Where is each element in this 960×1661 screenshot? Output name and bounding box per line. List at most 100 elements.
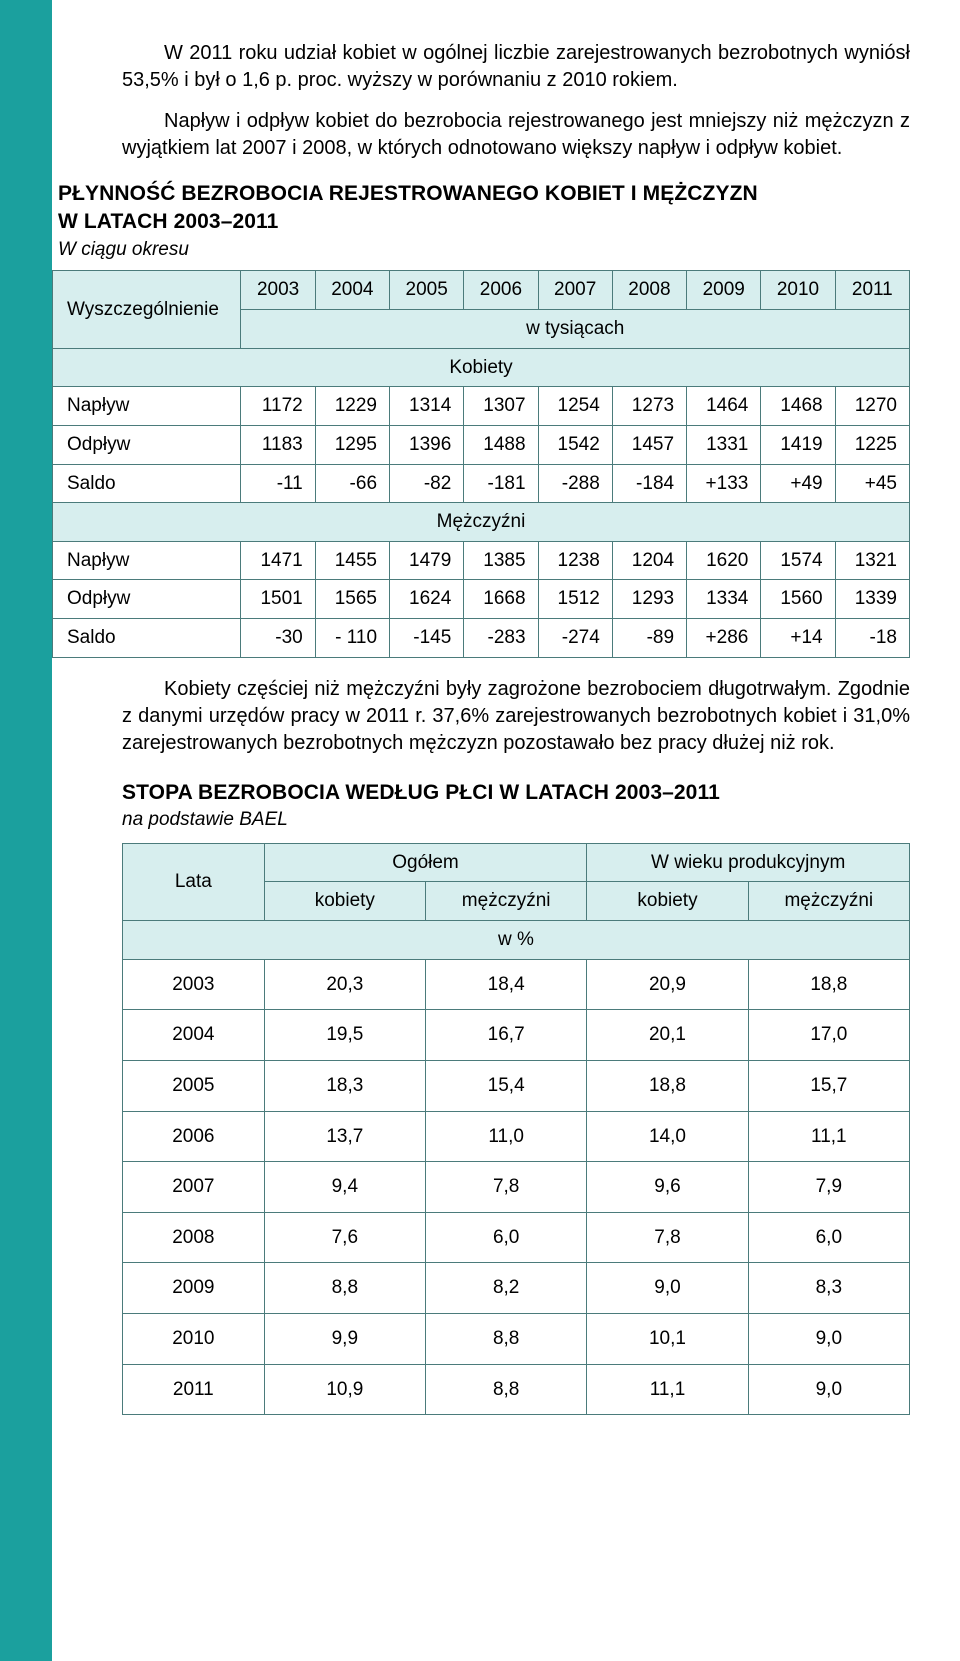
- year-4: 2007: [538, 271, 612, 310]
- sub-m1: mężczyźni: [425, 882, 586, 921]
- cell-value: -30: [241, 619, 315, 658]
- cell-value: 11,1: [587, 1364, 748, 1415]
- cell-value: 1385: [464, 541, 538, 580]
- cell-value: 1501: [241, 580, 315, 619]
- year-8: 2011: [835, 271, 909, 310]
- cell-value: 11,0: [425, 1111, 586, 1162]
- sub-m2: mężczyźni: [748, 882, 909, 921]
- year-5: 2008: [612, 271, 686, 310]
- cell-value: 1479: [390, 541, 464, 580]
- cell-value: 1225: [835, 425, 909, 464]
- cell-value: 1668: [464, 580, 538, 619]
- cell-value: 18,8: [748, 959, 909, 1010]
- cell-value: 1565: [315, 580, 389, 619]
- cell-value: 8,8: [425, 1314, 586, 1365]
- table-row: 200419,516,720,117,0: [123, 1010, 910, 1061]
- table-row: 20109,98,810,19,0: [123, 1314, 910, 1365]
- cell-year: 2011: [123, 1364, 265, 1415]
- cell-value: -288: [538, 464, 612, 503]
- cell-value: 8,2: [425, 1263, 586, 1314]
- table-stopa-unit: w %: [123, 921, 910, 960]
- section1-title-line1: PŁYNNOŚĆ BEZROBOCIA REJESTROWANEGO KOBIE…: [58, 182, 758, 205]
- cell-value: 1560: [761, 580, 835, 619]
- year-7: 2010: [761, 271, 835, 310]
- table-row: 20079,47,89,67,9: [123, 1162, 910, 1213]
- cell-value: 7,9: [748, 1162, 909, 1213]
- cell-value: 1307: [464, 387, 538, 426]
- cell-value: 19,5: [264, 1010, 425, 1061]
- year-6: 2009: [687, 271, 761, 310]
- cell-value: 1512: [538, 580, 612, 619]
- cell-value: -184: [612, 464, 686, 503]
- cell-value: -181: [464, 464, 538, 503]
- group-mezczyzni: Mężczyźni: [53, 503, 910, 542]
- row-label: Napływ: [53, 387, 241, 426]
- cell-value: 20,1: [587, 1010, 748, 1061]
- cell-value: 1488: [464, 425, 538, 464]
- cell-value: 11,1: [748, 1111, 909, 1162]
- cell-value: 1574: [761, 541, 835, 580]
- sub-k1: kobiety: [264, 882, 425, 921]
- cell-year: 2004: [123, 1010, 265, 1061]
- cell-value: 1419: [761, 425, 835, 464]
- cell-value: 1339: [835, 580, 909, 619]
- cell-value: 1468: [761, 387, 835, 426]
- cell-value: 9,9: [264, 1314, 425, 1365]
- cell-value: 9,6: [587, 1162, 748, 1213]
- table-row: Saldo-11-66-82-181-288-184+133+49+45: [53, 464, 910, 503]
- row-label: Saldo: [53, 619, 241, 658]
- table-row: 200518,315,418,815,7: [123, 1060, 910, 1111]
- cell-value: +133: [687, 464, 761, 503]
- cell-value: 15,4: [425, 1060, 586, 1111]
- cell-value: 9,0: [587, 1263, 748, 1314]
- cell-value: 9,4: [264, 1162, 425, 1213]
- cell-value: -274: [538, 619, 612, 658]
- cell-value: 7,6: [264, 1212, 425, 1263]
- cell-value: 6,0: [425, 1212, 586, 1263]
- cell-value: 1455: [315, 541, 389, 580]
- side-accent-bar: [0, 0, 52, 1661]
- section1-subtitle: W ciągu okresu: [52, 237, 910, 263]
- table-row: 200320,318,420,918,8: [123, 959, 910, 1010]
- cell-value: 13,7: [264, 1111, 425, 1162]
- cell-value: 1295: [315, 425, 389, 464]
- sub-k2: kobiety: [587, 882, 748, 921]
- cell-year: 2010: [123, 1314, 265, 1365]
- cell-value: 1229: [315, 387, 389, 426]
- cell-value: 1331: [687, 425, 761, 464]
- cell-value: 1620: [687, 541, 761, 580]
- table-row: Saldo-30- 110-145-283-274-89+286+14-18: [53, 619, 910, 658]
- cell-year: 2008: [123, 1212, 265, 1263]
- cell-value: +286: [687, 619, 761, 658]
- cell-value: 1314: [390, 387, 464, 426]
- cell-value: -66: [315, 464, 389, 503]
- cell-value: 1172: [241, 387, 315, 426]
- cell-value: 7,8: [425, 1162, 586, 1213]
- year-3: 2006: [464, 271, 538, 310]
- cell-value: 1457: [612, 425, 686, 464]
- cell-value: -11: [241, 464, 315, 503]
- cell-year: 2007: [123, 1162, 265, 1213]
- cell-value: 1471: [241, 541, 315, 580]
- year-0: 2003: [241, 271, 315, 310]
- cell-year: 2005: [123, 1060, 265, 1111]
- paragraph-1: W 2011 roku udział kobiet w ogólnej licz…: [52, 40, 910, 94]
- table-stopa-header-groups: Lata Ogółem W wieku produkcyjnym: [123, 843, 910, 882]
- cell-value: 18,3: [264, 1060, 425, 1111]
- cell-value: +45: [835, 464, 909, 503]
- cell-value: 17,0: [748, 1010, 909, 1061]
- cell-value: 1273: [612, 387, 686, 426]
- cell-value: 20,3: [264, 959, 425, 1010]
- year-1: 2004: [315, 271, 389, 310]
- col-lata: Lata: [123, 843, 265, 920]
- cell-value: 10,9: [264, 1364, 425, 1415]
- content-area: W 2011 roku udział kobiet w ogólnej licz…: [52, 0, 960, 1661]
- row-label: Odpływ: [53, 425, 241, 464]
- cell-value: 18,8: [587, 1060, 748, 1111]
- table-row: 200613,711,014,011,1: [123, 1111, 910, 1162]
- cell-year: 2009: [123, 1263, 265, 1314]
- cell-value: 1464: [687, 387, 761, 426]
- cell-value: 8,8: [264, 1263, 425, 1314]
- row-label: Saldo: [53, 464, 241, 503]
- cell-value: 7,8: [587, 1212, 748, 1263]
